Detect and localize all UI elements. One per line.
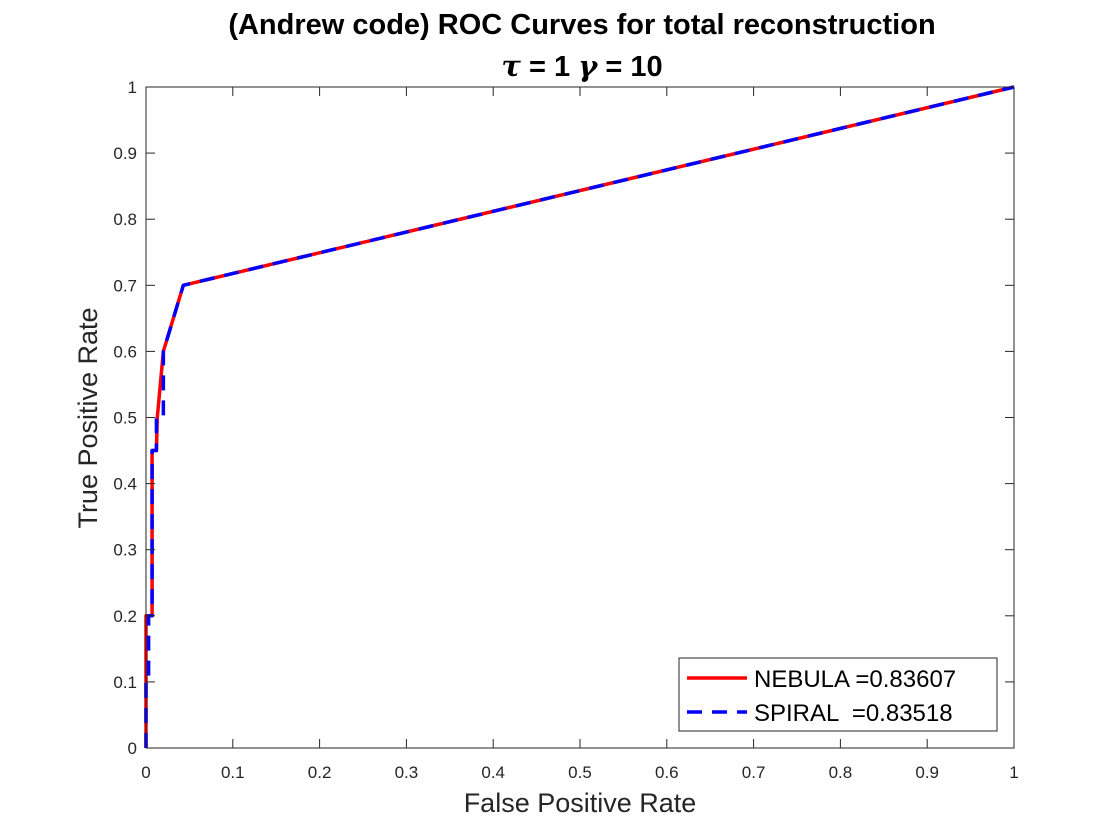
gamma-symbol: γ (578, 49, 599, 83)
series-line-spiral (144, 85, 1015, 748)
x-axis-label: False Positive Rate (464, 788, 697, 818)
legend-label-spiral: SPIRAL =0.83518 (754, 700, 953, 727)
chart-subtitle: τ = 1 γ = 10 (501, 49, 662, 83)
x-tick-label: 0.8 (829, 763, 853, 782)
y-tick-label: 0.9 (113, 144, 137, 163)
plot-frame (145, 86, 1015, 749)
x-tick-label: 0.9 (915, 763, 939, 782)
y-tick-label: 0.5 (113, 409, 137, 428)
x-tick-label: 0.6 (655, 763, 679, 782)
y-axis-label: True Positive Rate (73, 307, 103, 528)
tau-value: = 1 (521, 51, 578, 83)
y-tick-label: 0.8 (113, 210, 137, 229)
y-tick-label: 0 (128, 739, 137, 758)
x-tick-label: 1 (1009, 763, 1018, 782)
y-tick-label: 0.2 (113, 607, 137, 626)
y-tick-label: 0.7 (113, 276, 137, 295)
x-tick-label: 0.5 (568, 763, 592, 782)
x-tick-label: 0.3 (395, 763, 419, 782)
legend-box (678, 657, 998, 732)
x-tick-label: 0 (141, 763, 150, 782)
legend-label-nebula: NEBULA =0.83607 (754, 666, 956, 693)
y-tick-label: 0.4 (113, 475, 137, 494)
x-tick-label: 0.1 (221, 763, 245, 782)
y-tick-label: 0.1 (113, 673, 137, 692)
gamma-value: = 10 (597, 51, 662, 83)
x-tick-label: 0.4 (481, 763, 505, 782)
legend: NEBULA =0.83607 SPIRAL =0.83518 (678, 657, 998, 732)
y-tick-label: 0.3 (113, 541, 137, 560)
x-tick-label: 0.7 (742, 763, 766, 782)
ticks-layer: 0 0.1 0.2 0.3 0.4 0.5 0.6 0.7 0.8 0.9 1 0 0.1 0.2 0.3 0… (113, 78, 1018, 782)
tau-symbol: τ (501, 49, 521, 83)
y-tick-label: 0.6 (113, 342, 137, 361)
chart-title: (Andrew code) ROC Curves for total recon… (228, 9, 935, 41)
x-tick-label: 0.2 (308, 763, 332, 782)
y-tick-label: 1 (128, 78, 137, 97)
plot-area (146, 87, 1014, 748)
